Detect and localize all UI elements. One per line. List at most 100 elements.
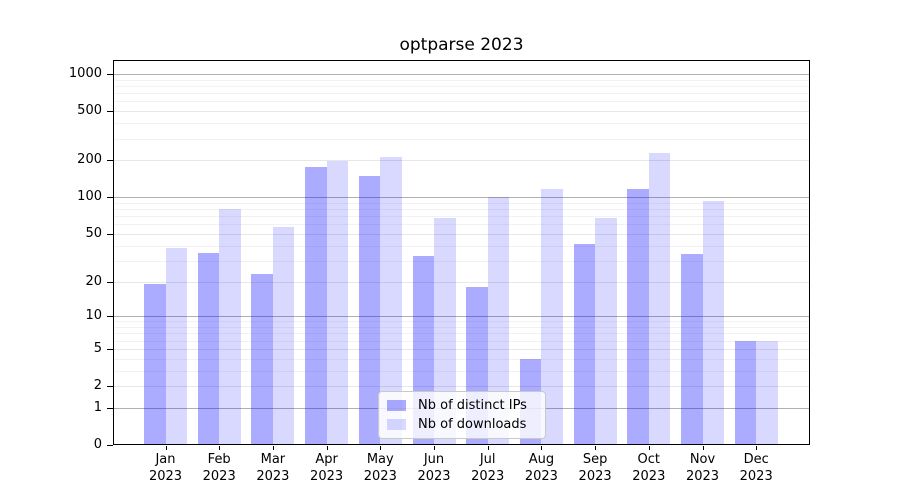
y-tick-mark <box>107 316 113 318</box>
y-tick-mark <box>107 386 113 387</box>
x-tick-mark <box>702 446 704 450</box>
y-tick-label: 1000 <box>68 65 102 81</box>
gridline <box>114 233 809 235</box>
x-tick-label: Sep 2023 <box>578 452 612 484</box>
y-tick-label: 500 <box>77 103 102 119</box>
y-tick-mark <box>107 407 113 409</box>
x-tick-mark <box>326 446 328 450</box>
y-tick-label: 1 <box>93 399 102 415</box>
bar-distinct-ips <box>358 176 381 444</box>
x-tick-label: Nov 2023 <box>685 452 720 484</box>
x-tick-mark <box>487 446 489 450</box>
bar-distinct-ips <box>251 274 273 444</box>
legend-swatch-downloads-icon <box>387 418 406 430</box>
minor-gridline <box>114 93 809 95</box>
bar-downloads <box>756 340 778 444</box>
legend-label-distinct-ips: Nb of distinct IPs <box>418 398 527 414</box>
minor-gridline <box>114 245 809 247</box>
y-tick-mark <box>107 348 113 350</box>
plot-area <box>113 60 810 445</box>
minor-gridline <box>114 333 809 335</box>
y-tick-mark <box>107 160 113 162</box>
major-gridline <box>114 197 809 199</box>
bar-distinct-ips <box>573 244 596 444</box>
minor-gridline <box>114 79 809 81</box>
bar-distinct-ips <box>144 284 166 444</box>
minor-gridline <box>114 209 809 211</box>
minor-gridline <box>114 260 809 262</box>
gridline <box>114 160 809 162</box>
bar-distinct-ips <box>197 252 220 444</box>
minor-gridline <box>114 216 809 218</box>
bar-downloads <box>165 248 187 444</box>
minor-gridline <box>114 340 809 342</box>
gridline <box>114 386 809 387</box>
minor-gridline <box>114 202 809 204</box>
x-tick-label: Dec 2023 <box>739 452 773 484</box>
x-tick-mark <box>272 446 274 450</box>
minor-gridline <box>114 370 809 372</box>
minor-gridline <box>114 101 809 103</box>
x-tick-label: Apr 2023 <box>310 452 344 484</box>
gridline <box>114 111 809 113</box>
major-gridline <box>114 316 809 318</box>
x-tick-label: Mar 2023 <box>256 452 290 484</box>
x-tick-mark <box>595 446 597 450</box>
bar-downloads <box>541 189 563 444</box>
y-tick-mark <box>107 73 113 75</box>
y-tick-label: 10 <box>85 308 102 324</box>
x-tick-label: Feb 2023 <box>202 452 236 484</box>
bar-distinct-ips <box>305 166 327 444</box>
bar-downloads <box>702 201 724 444</box>
y-tick-label: 50 <box>85 225 102 241</box>
x-tick-label: Oct 2023 <box>632 452 666 484</box>
y-tick-mark <box>107 233 113 235</box>
y-tick-mark <box>107 111 113 113</box>
bar-downloads <box>380 156 402 444</box>
x-tick-label: May 2023 <box>363 452 397 484</box>
x-tick-label: Aug 2023 <box>524 452 558 484</box>
x-tick-mark <box>541 446 543 450</box>
x-tick-mark <box>756 446 758 450</box>
y-tick-label: 0 <box>93 437 102 452</box>
y-tick-mark <box>107 197 113 199</box>
minor-gridline <box>114 327 809 328</box>
chart-title: optparse 2023 <box>399 35 524 55</box>
y-tick-label: 5 <box>93 340 102 356</box>
x-tick-mark <box>219 446 221 450</box>
y-tick-label: 2 <box>93 378 102 393</box>
minor-gridline <box>114 138 809 140</box>
bar-distinct-ips <box>734 340 757 444</box>
x-tick-mark <box>648 446 650 450</box>
y-tick-label: 20 <box>85 273 102 289</box>
bar-downloads <box>434 218 456 444</box>
bar-downloads <box>326 160 349 444</box>
x-tick-label: Jan 2023 <box>148 452 183 484</box>
y-tick-label: 100 <box>77 189 102 205</box>
bar-downloads <box>595 217 617 444</box>
minor-gridline <box>114 321 809 323</box>
legend-entry-distinct-ips: Nb of distinct IPs <box>387 398 537 413</box>
y-tick-mark <box>107 281 113 283</box>
minor-gridline <box>114 85 809 87</box>
x-tick-label: Jul 2023 <box>471 452 505 484</box>
bar-downloads <box>272 226 295 444</box>
gridline <box>114 281 809 283</box>
legend-swatch-distinct-ips-icon <box>387 400 406 412</box>
legend-label-downloads: Nb of downloads <box>418 416 527 432</box>
bar-downloads <box>487 196 510 444</box>
minor-gridline <box>114 224 809 226</box>
y-tick-label: 200 <box>77 152 102 168</box>
bar-downloads <box>648 152 671 444</box>
bar-distinct-ips <box>681 254 703 444</box>
major-gridline <box>114 73 809 75</box>
gridline <box>114 348 809 350</box>
x-tick-mark <box>165 446 167 450</box>
bar-distinct-ips <box>627 188 649 444</box>
x-tick-mark <box>380 446 382 450</box>
legend: Nb of distinct IPs Nb of downloads <box>378 391 546 439</box>
x-tick-label: Jun 2023 <box>417 452 451 484</box>
y-tick-mark <box>107 445 113 446</box>
minor-gridline <box>114 358 809 360</box>
